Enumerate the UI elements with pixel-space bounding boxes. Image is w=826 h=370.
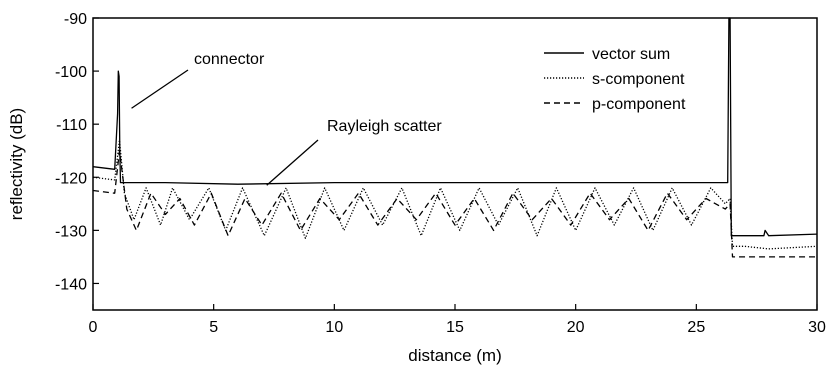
x-tick-label: 10 <box>325 319 343 336</box>
legend-label-s-component: s-component <box>592 71 685 88</box>
rayleigh-leader-line <box>266 139 319 186</box>
y-axis-label: reflectivity (dB) <box>7 108 26 220</box>
annotation-connector: connector <box>194 51 265 68</box>
x-tick-label: 15 <box>446 319 464 336</box>
series-line-vector-sum <box>92 17 818 237</box>
legend-label-vector-sum: vector sum <box>592 46 670 63</box>
annotation-rayleigh-scatter: Rayleigh scatter <box>327 118 442 135</box>
y-tick-label: -100 <box>55 64 87 81</box>
y-tick-label: -130 <box>55 223 87 240</box>
connector-leader-line <box>131 69 189 109</box>
ticks-layer: 0 5 10 15 20 25 30 -90 -100 -110 -120 -130 -140 <box>55 11 826 336</box>
series-line-p-component <box>92 150 817 258</box>
series-layer <box>92 17 818 258</box>
y-tick-label: -140 <box>55 276 87 293</box>
legend-label-p-component: p-component <box>592 96 686 113</box>
y-tick-label: -110 <box>56 117 87 134</box>
x-tick-label: 0 <box>89 319 98 336</box>
series-line-s-component <box>92 139 818 250</box>
x-tick-label: 25 <box>687 319 705 336</box>
y-tick-label: -120 <box>55 170 87 187</box>
x-tick-label: 20 <box>567 319 585 336</box>
annotation-layer: connector Rayleigh scatter <box>131 51 442 186</box>
x-tick-label: 30 <box>808 319 826 336</box>
legend: vector sum s-component p-component <box>544 46 686 113</box>
x-axis-label: distance (m) <box>408 346 502 365</box>
y-tick-label: -90 <box>64 11 87 28</box>
x-tick-label: 5 <box>209 319 218 336</box>
